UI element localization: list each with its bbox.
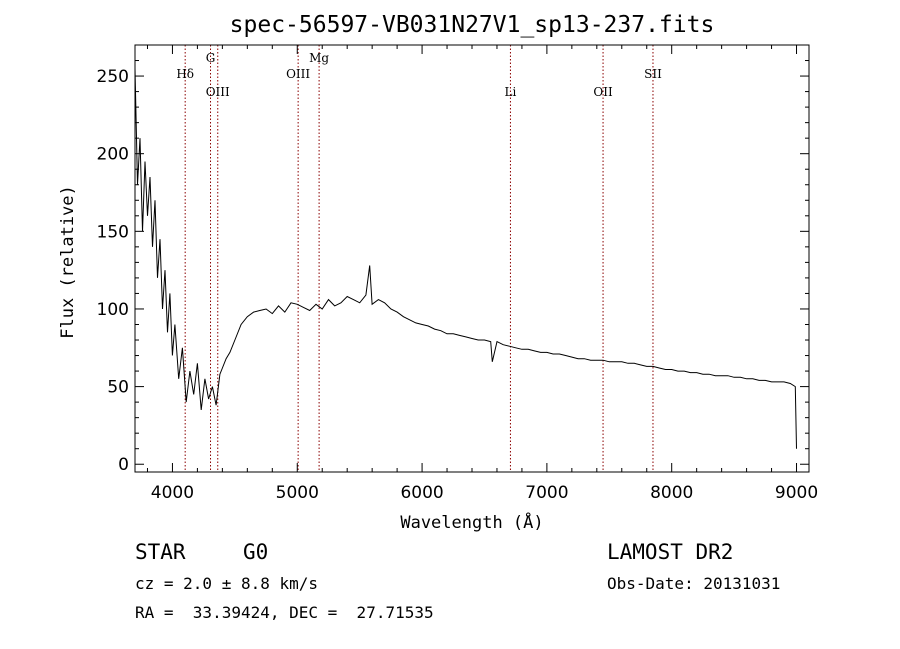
x-tick-label: 5000: [276, 483, 319, 503]
x-axis-label: Wavelength (Å): [400, 511, 543, 533]
x-tick-label: 9000: [775, 483, 818, 503]
spectral-line-label: SII: [644, 67, 662, 81]
object-class: STAR: [135, 540, 186, 564]
spectral-line-label: Mg: [309, 51, 329, 65]
x-tick-label: 8000: [650, 483, 693, 503]
spectral-line-label: OII: [593, 85, 613, 99]
spectral-line-label: OIII: [286, 67, 310, 81]
plot-frame: [134, 44, 810, 473]
redshift-velocity: cz = 2.0 ± 8.8 km/s: [135, 574, 319, 593]
y-tick-label: 250: [97, 67, 129, 87]
spectral-line-label: Li: [505, 85, 517, 99]
spectral-line-label: OIII: [206, 85, 230, 99]
y-tick-label: 0: [118, 455, 129, 475]
spectral-line-markers: Hδ G OIII OIII Mg Li OII SII: [176, 45, 662, 472]
y-tick-label: 150: [97, 222, 129, 242]
y-axis-label: Flux (relative): [58, 185, 78, 339]
y-tick-label: 100: [97, 300, 129, 320]
survey-name: LAMOST DR2: [607, 540, 734, 564]
x-tick-label: 7000: [525, 483, 568, 503]
chart-title: spec-56597-VB031N27V1_sp13-237.fits: [230, 12, 715, 38]
spectrum-series-line: [134, 68, 797, 449]
object-subclass: G0: [243, 540, 269, 564]
ra-dec-coordinates: RA = 33.39424, DEC = 27.71535: [135, 603, 434, 622]
axis-ticks: [135, 45, 809, 472]
x-tick-label: 4000: [151, 483, 194, 503]
spectral-line-label: G: [206, 51, 216, 65]
y-tick-label: 50: [107, 378, 129, 398]
tick-labels: 4000 5000 6000 7000 8000 9000 0 50 100 150 200 250: [97, 67, 819, 503]
spectral-line-label: Hδ: [176, 67, 194, 81]
x-tick-label: 6000: [400, 483, 443, 503]
y-tick-label: 200: [97, 145, 129, 165]
observation-date: Obs-Date: 20131031: [607, 574, 781, 593]
